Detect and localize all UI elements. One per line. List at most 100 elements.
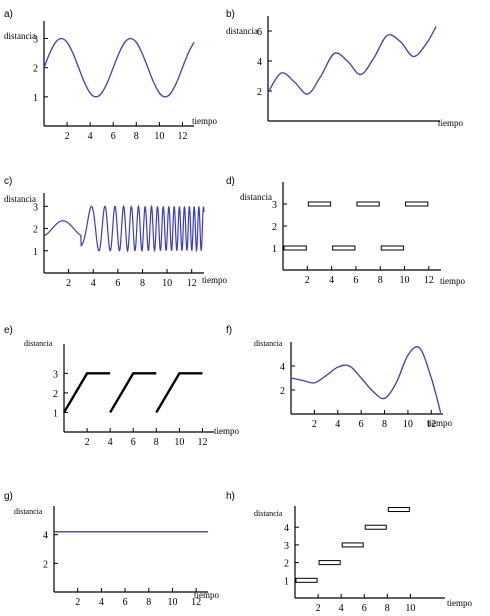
series-line <box>290 346 442 413</box>
x-tick-label: 10 <box>162 278 172 289</box>
x-tick-label: 8 <box>385 603 390 614</box>
step-segment <box>356 201 380 207</box>
y-tick-label: 1 <box>53 408 58 419</box>
y-tick-label: 2 <box>280 386 285 397</box>
x-tick-label: 2 <box>65 131 70 142</box>
x-tick-label: 6 <box>131 437 136 448</box>
x-tick-label: 12 <box>426 419 436 430</box>
y-tick-label: 2 <box>33 225 38 236</box>
y-tick-label: 1 <box>284 576 289 587</box>
y-tick-label: 2 <box>284 559 289 570</box>
x-tick-label: 10 <box>403 419 413 430</box>
x-tick-label: 4 <box>335 419 340 430</box>
step-segment <box>405 201 429 207</box>
step-segment <box>332 245 356 251</box>
y-tick-label: 1 <box>272 244 277 255</box>
x-axis-label: tiempo <box>440 276 465 286</box>
x-axis-label: tiempo <box>427 418 452 428</box>
x-tick-label: 4 <box>91 278 96 289</box>
y-tick-label: 6 <box>257 27 262 38</box>
series-line <box>43 204 205 253</box>
step-segment <box>318 560 341 566</box>
y-tick-label: 3 <box>33 35 38 46</box>
x-tick-label: 8 <box>146 597 151 608</box>
step-segment <box>364 524 387 530</box>
step-segment <box>283 245 307 251</box>
x-tick-label: 6 <box>111 131 116 142</box>
x-tick-label: 2 <box>305 275 310 286</box>
x-tick-label: 6 <box>362 603 367 614</box>
chart-panel-2: b) distancia tiempo 2 4 6 <box>226 9 463 128</box>
x-tick-label: 8 <box>140 278 145 289</box>
y-axis-label: distancia <box>254 509 283 518</box>
panel-letter: g) <box>4 491 13 502</box>
ramp-segment <box>62 372 111 414</box>
x-tick-label: 4 <box>339 603 344 614</box>
y-tick-label: 2 <box>257 87 262 98</box>
y-tick-label: 2 <box>272 222 277 233</box>
panel-letter: b) <box>226 9 235 20</box>
x-tick-label: 10 <box>405 603 415 614</box>
x-tick-label: 12 <box>197 437 207 448</box>
x-axis-label: tiempo <box>447 598 472 608</box>
panel-letter: e) <box>4 325 13 336</box>
y-tick-label: 1 <box>33 247 38 258</box>
y-tick-label: 2 <box>53 389 58 400</box>
y-tick-label: 4 <box>43 531 48 542</box>
y-tick-label: 4 <box>257 57 262 68</box>
x-tick-label: 2 <box>312 419 317 430</box>
x-tick-label: 2 <box>85 437 90 448</box>
y-axis-label: distancia <box>4 31 36 41</box>
y-axis-label: distancia <box>4 194 36 204</box>
y-axis-label: distancia <box>24 339 53 348</box>
x-axis-label: tiempo <box>194 590 219 600</box>
x-tick-label: 10 <box>400 275 410 286</box>
x-tick-label: 12 <box>191 597 201 608</box>
x-tick-label: 2 <box>66 278 71 289</box>
y-tick-label: 2 <box>43 559 48 570</box>
x-tick-label: 8 <box>378 275 383 286</box>
step-segment <box>341 542 364 548</box>
chart-panel-7: g)distancia tiempo 2 4 6 8 10 12 2 4 <box>4 491 219 608</box>
y-tick-label: 1 <box>33 93 38 104</box>
series-line <box>267 26 437 95</box>
y-tick-label: 2 <box>33 64 38 75</box>
y-tick-label: 4 <box>280 362 285 373</box>
panel-letter: d) <box>226 176 235 187</box>
y-tick-label: 3 <box>272 200 277 211</box>
y-tick-label: 4 <box>284 523 289 534</box>
y-axis-label: distancia <box>254 339 283 348</box>
x-axis-label: tiempo <box>438 118 463 128</box>
ramp-segment <box>109 372 157 414</box>
x-tick-label: 12 <box>187 278 197 289</box>
panel-letter: h) <box>226 491 235 502</box>
x-tick-label: 12 <box>177 131 187 142</box>
x-axis-label: tiempo <box>202 275 227 285</box>
x-tick-label: 6 <box>359 419 364 430</box>
panel-letter: f) <box>226 325 232 336</box>
panel-letter: a) <box>4 9 13 20</box>
series-line <box>43 37 195 98</box>
x-tick-label: 10 <box>174 437 184 448</box>
y-axis-label: distancia <box>240 192 272 202</box>
x-tick-label: 8 <box>134 131 139 142</box>
x-tick-label: 6 <box>123 597 128 608</box>
x-tick-label: 6 <box>353 275 358 286</box>
step-segment <box>307 201 332 207</box>
x-tick-label: 6 <box>115 278 120 289</box>
step-segment <box>387 507 410 513</box>
step-segment <box>295 577 318 583</box>
x-tick-label: 10 <box>154 131 164 142</box>
x-axis-label: tiempo <box>192 116 217 126</box>
x-tick-label: 12 <box>424 275 434 286</box>
y-tick-label: 3 <box>284 541 289 552</box>
x-tick-label: 4 <box>108 437 113 448</box>
step-segment <box>380 245 405 251</box>
x-tick-label: 4 <box>88 131 93 142</box>
y-axis-label: distancia <box>226 26 258 36</box>
